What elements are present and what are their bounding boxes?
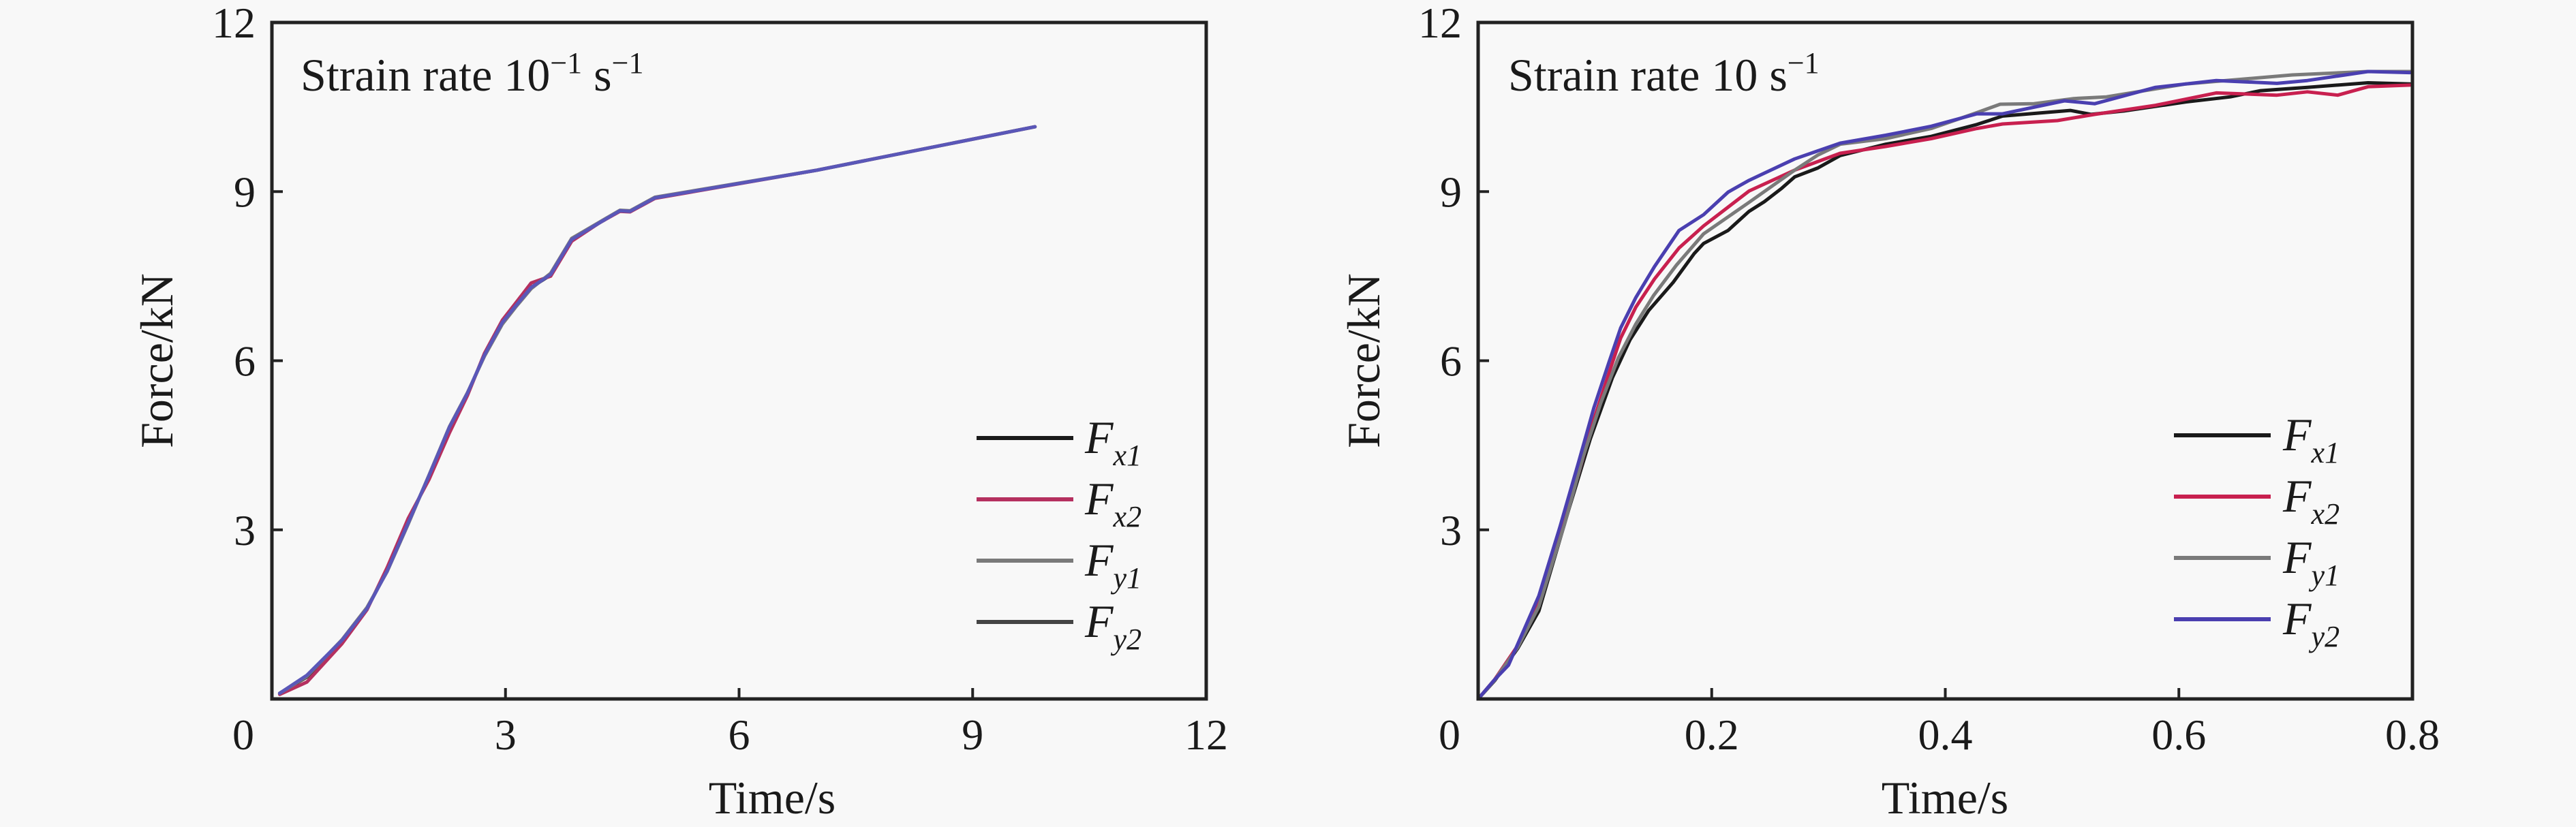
legend-label: Fy2: [1084, 595, 1141, 656]
series-line-fx2: [277, 125, 1037, 696]
x-tick-label: 0: [232, 711, 254, 759]
y-tick-label: 3: [1440, 506, 1462, 555]
y-tick-label: 12: [212, 0, 256, 47]
legend-label-main: F: [1084, 411, 1114, 463]
legend-label-subscript: y2: [2309, 620, 2340, 653]
y-tick-label: 6: [234, 337, 256, 386]
y-axis-label: Force/kN: [1338, 273, 1390, 448]
series-line-fy1: [277, 125, 1037, 696]
y-tick-label: 3: [234, 506, 256, 555]
y-tick-label: 12: [1418, 0, 1462, 47]
x-tick-label: 0.4: [1918, 711, 1973, 759]
y-tick-label: 9: [234, 168, 256, 216]
legend-label-main: F: [1084, 595, 1114, 647]
x-tick-label: 3: [495, 711, 517, 759]
legend-label-subscript: y1: [2309, 559, 2340, 592]
series-line-fy2: [1476, 69, 2412, 701]
x-tick-label: 0: [1439, 711, 1460, 759]
plot-frame: [270, 20, 1208, 701]
legend-label-main: F: [2282, 409, 2312, 461]
panel-title-unit: s: [1758, 49, 1787, 101]
legend-item-fy2: Fy2: [977, 595, 1141, 656]
panel-title-text: Strain rate 10: [301, 49, 550, 101]
panel-title-unit-exponent: −1: [1788, 46, 1820, 80]
panel-title: Strain rate 10−1 s−1: [301, 46, 643, 101]
legend-item-fx2: Fx2: [977, 473, 1141, 533]
series-line-fy1: [1476, 69, 2412, 701]
legend-label-subscript: y1: [1111, 561, 1142, 595]
legend-item-fy1: Fy1: [2174, 531, 2340, 592]
legend-label: Fx2: [2282, 470, 2340, 531]
legend-label-subscript: x1: [2311, 436, 2340, 469]
y-axis-label: Force/kN: [131, 273, 183, 448]
legend-label-main: F: [2282, 531, 2312, 583]
legend-label: Fy2: [2282, 593, 2340, 653]
legend-item-fy2: Fy2: [2174, 593, 2340, 653]
series-line-fy2: [277, 125, 1037, 696]
y-tick-label: 9: [1440, 168, 1462, 216]
legend-label-subscript: x1: [1113, 439, 1142, 472]
legend-label-subscript: x2: [1113, 500, 1142, 533]
x-tick-label: 6: [729, 711, 750, 759]
panel-title-unit-exponent: −1: [612, 46, 644, 80]
panel-title: Strain rate 10 s−1: [1508, 46, 1820, 101]
legend-label-main: F: [1084, 473, 1114, 525]
legend-label-main: F: [2282, 470, 2312, 522]
legend-label-main: F: [1084, 534, 1114, 586]
y-tick-label: 6: [1440, 337, 1462, 386]
legend-label: Fx2: [1084, 473, 1141, 533]
legend-label: Fx1: [2282, 409, 2340, 469]
x-tick-label: 0.2: [1685, 711, 1739, 759]
legend-item-fx2: Fx2: [2174, 470, 2340, 531]
legend-label-main: F: [2282, 593, 2312, 644]
panel-title-unit: s: [582, 49, 611, 101]
legend-label: Fy1: [2282, 531, 2340, 592]
legend-label-subscript: x2: [2311, 497, 2340, 531]
chart-panel-strain-rate-10: 0 0.2 0.4 0.6 0.8 3 6 9 12 Time/s Force/kN Strain r…: [1338, 0, 2440, 824]
panel-title-exponent: −1: [550, 46, 582, 80]
x-axis-label: Time/s: [1882, 772, 2008, 824]
series-line-fx1: [277, 125, 1037, 696]
x-tick-label: 9: [962, 711, 983, 759]
panel-title-text: Strain rate 10: [1508, 49, 1758, 101]
legend-item-fy1: Fy1: [977, 534, 1141, 595]
x-tick-label: 0.6: [2151, 711, 2206, 759]
x-axis-label: Time/s: [709, 772, 835, 824]
legend-item-fx1: Fx1: [977, 411, 1141, 472]
legend-label: Fx1: [1084, 411, 1141, 472]
x-tick-label: 0.8: [2385, 711, 2440, 759]
x-tick-label: 12: [1184, 711, 1228, 759]
series-line-fx2: [1476, 83, 2412, 701]
legend-item-fx1: Fx1: [2174, 409, 2340, 469]
series-line-fx1: [1476, 81, 2412, 701]
legend-label: Fy1: [1084, 534, 1141, 595]
legend-label-subscript: y2: [1111, 623, 1142, 656]
